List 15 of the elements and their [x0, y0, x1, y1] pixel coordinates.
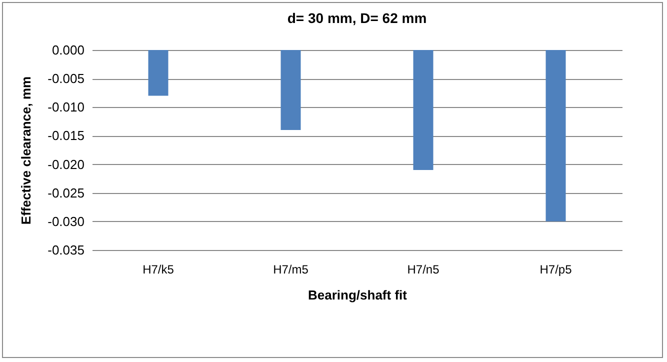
chart-title: d= 30 mm, D= 62 mm — [287, 10, 427, 26]
y-tick-label: -0.035 — [48, 242, 84, 258]
y-tick-label: -0.005 — [48, 71, 84, 86]
x-tick-label: H7/m5 — [273, 262, 309, 276]
y-tick-label: 0.000 — [52, 42, 84, 58]
y-axis-title: Effective clearance, mm — [18, 76, 34, 225]
x-tick-label: H7/n5 — [407, 262, 440, 276]
x-tick-label: H7/p5 — [540, 262, 572, 276]
y-tick-label: -0.010 — [48, 100, 84, 115]
y-tick-label: -0.015 — [48, 128, 84, 144]
y-tick-label: -0.030 — [48, 214, 84, 229]
x-tick-label: H7/k5 — [142, 262, 174, 276]
x-axis-title: Bearing/shaft fit — [308, 288, 408, 302]
y-tick-label: -0.025 — [48, 185, 84, 200]
y-tick-label: -0.020 — [48, 156, 84, 172]
